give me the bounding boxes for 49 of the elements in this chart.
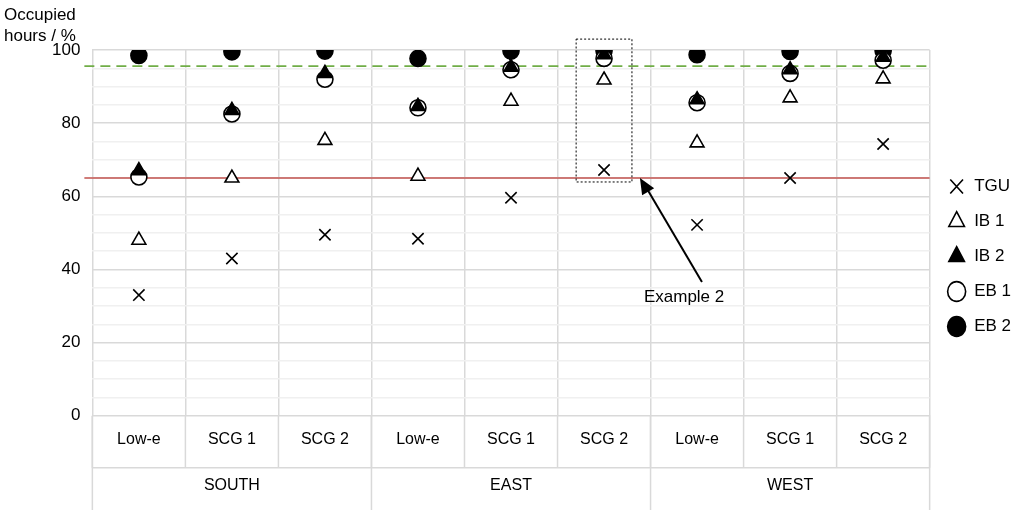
point (225, 252, 239, 265)
x-tick-label: Low-e (675, 429, 719, 447)
point (131, 161, 147, 176)
point (131, 231, 147, 246)
point (782, 60, 798, 75)
x-tick-label: SCG 2 (859, 429, 908, 447)
point (410, 167, 426, 181)
text: EAST (490, 476, 533, 494)
legend-label: IB 2 (974, 246, 1005, 266)
point (224, 101, 240, 116)
point (317, 64, 333, 79)
point (503, 58, 519, 72)
point (689, 134, 705, 148)
point (689, 90, 705, 105)
legend-label: IB 1 (974, 211, 1005, 231)
point (783, 171, 797, 185)
point (132, 288, 146, 302)
x-tick-label: SCG 1 (207, 429, 257, 447)
x-tick-label: SCG 1 (487, 429, 536, 447)
x-tick-label: SCG 1 (766, 429, 815, 447)
point (597, 163, 611, 177)
legend-label: EB 1 (974, 281, 1011, 301)
point (876, 137, 890, 151)
y-tick-label: 40 (61, 259, 81, 279)
y-tick-label: 20 (61, 332, 81, 352)
x-tick-label: SCG 2 (580, 429, 629, 447)
point (504, 191, 518, 205)
legend-label: EB 2 (974, 316, 1011, 336)
legend-label: TGU (974, 176, 1011, 196)
annotation: Example 2 (643, 286, 725, 306)
point (690, 218, 704, 232)
point (596, 71, 612, 85)
point (317, 131, 333, 146)
point (410, 97, 426, 112)
point (875, 70, 891, 84)
y-tick-label: 60 (61, 186, 81, 206)
x-tick-label: Low-e (117, 429, 161, 447)
point (782, 89, 798, 103)
point (318, 228, 332, 242)
text: WEST (766, 476, 814, 494)
x-tick-label: Low-e (396, 429, 440, 447)
x-tick-label: SCG 2 (300, 429, 350, 447)
y-tick-label: 80 (61, 112, 81, 132)
point (409, 50, 427, 68)
point (224, 169, 240, 183)
text: SOUTH (203, 476, 260, 494)
point (503, 92, 519, 107)
y-tick-label: 0 (70, 405, 81, 425)
point (411, 232, 425, 246)
